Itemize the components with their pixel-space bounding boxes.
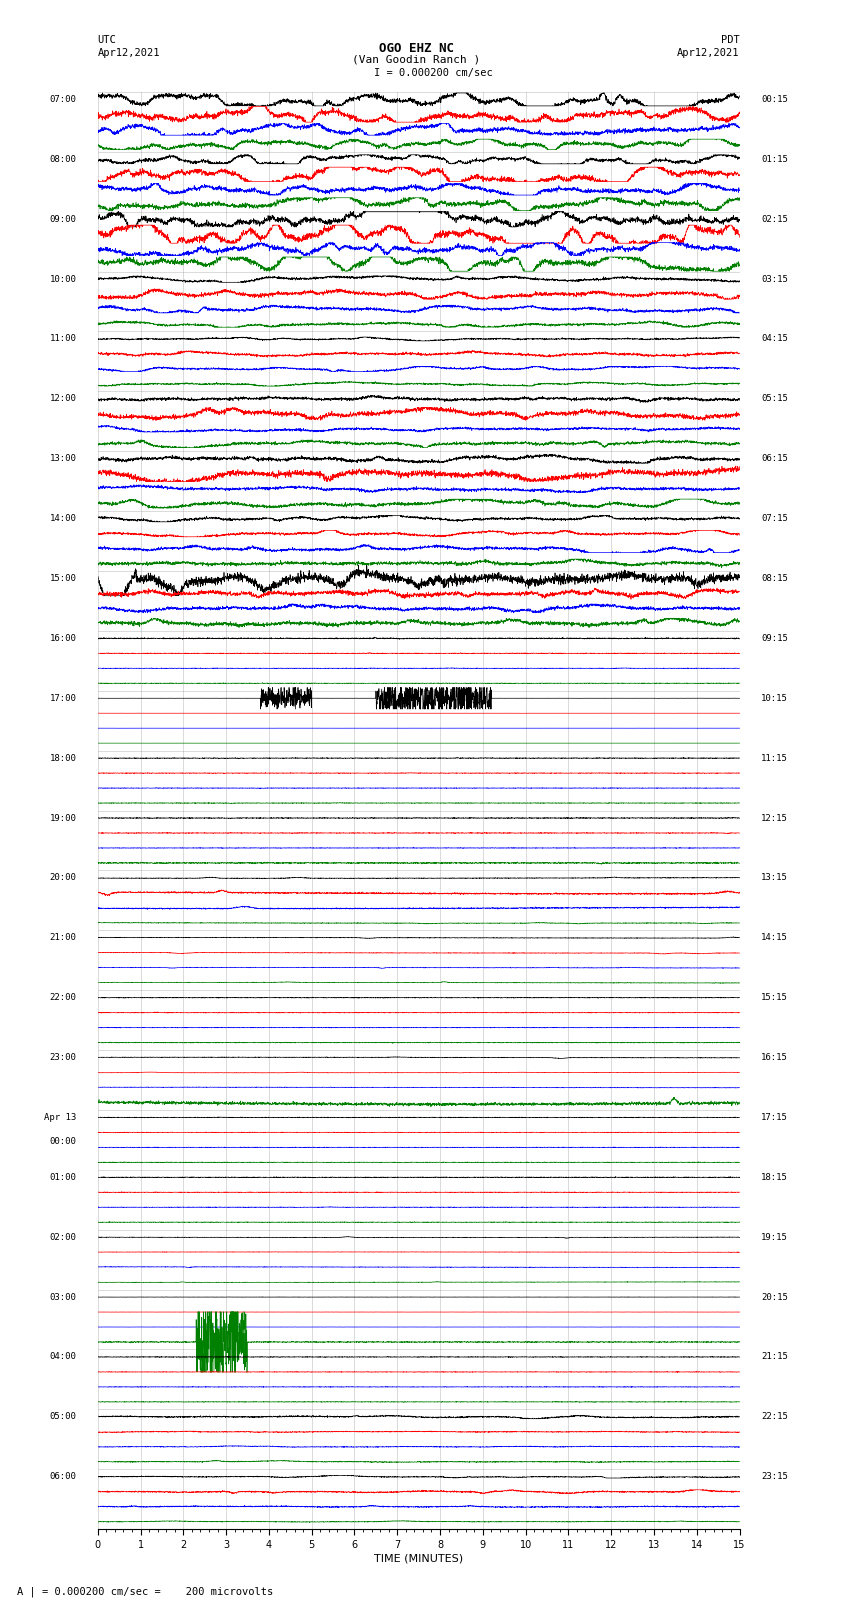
Text: 04:15: 04:15	[761, 334, 788, 344]
Text: 11:15: 11:15	[761, 753, 788, 763]
Text: UTC: UTC	[98, 35, 116, 45]
Text: 08:15: 08:15	[761, 574, 788, 582]
Text: 10:15: 10:15	[761, 694, 788, 703]
Text: PDT: PDT	[721, 35, 740, 45]
Text: 00:15: 00:15	[761, 95, 788, 103]
Text: A | = 0.000200 cm/sec =    200 microvolts: A | = 0.000200 cm/sec = 200 microvolts	[17, 1586, 273, 1597]
Text: 03:00: 03:00	[49, 1292, 76, 1302]
Text: 18:00: 18:00	[49, 753, 76, 763]
Text: 19:15: 19:15	[761, 1232, 788, 1242]
Text: 01:15: 01:15	[761, 155, 788, 165]
Text: 20:15: 20:15	[761, 1292, 788, 1302]
Text: 09:00: 09:00	[49, 215, 76, 224]
Text: 21:15: 21:15	[761, 1352, 788, 1361]
Text: 22:15: 22:15	[761, 1413, 788, 1421]
Text: 00:00: 00:00	[49, 1137, 76, 1145]
Text: 14:15: 14:15	[761, 934, 788, 942]
Text: 07:15: 07:15	[761, 515, 788, 523]
Text: 22:00: 22:00	[49, 994, 76, 1002]
Text: 07:00: 07:00	[49, 95, 76, 103]
Text: 15:15: 15:15	[761, 994, 788, 1002]
Text: 13:15: 13:15	[761, 873, 788, 882]
Text: Apr 13: Apr 13	[44, 1113, 76, 1123]
Text: 01:00: 01:00	[49, 1173, 76, 1182]
Text: (Van Goodin Ranch ): (Van Goodin Ranch )	[353, 55, 480, 65]
Text: 18:15: 18:15	[761, 1173, 788, 1182]
Text: 10:00: 10:00	[49, 274, 76, 284]
Text: 16:00: 16:00	[49, 634, 76, 644]
Text: 02:00: 02:00	[49, 1232, 76, 1242]
Text: 06:00: 06:00	[49, 1473, 76, 1481]
X-axis label: TIME (MINUTES): TIME (MINUTES)	[374, 1553, 463, 1563]
Text: 09:15: 09:15	[761, 634, 788, 644]
Text: 03:15: 03:15	[761, 274, 788, 284]
Text: Apr12,2021: Apr12,2021	[677, 48, 740, 58]
Text: 05:00: 05:00	[49, 1413, 76, 1421]
Text: 05:15: 05:15	[761, 394, 788, 403]
Text: 23:15: 23:15	[761, 1473, 788, 1481]
Text: 14:00: 14:00	[49, 515, 76, 523]
Text: OGO EHZ NC: OGO EHZ NC	[379, 42, 454, 55]
Text: 04:00: 04:00	[49, 1352, 76, 1361]
Text: 13:00: 13:00	[49, 455, 76, 463]
Text: Apr12,2021: Apr12,2021	[98, 48, 161, 58]
Text: 21:00: 21:00	[49, 934, 76, 942]
Text: 12:00: 12:00	[49, 394, 76, 403]
Text: 06:15: 06:15	[761, 455, 788, 463]
Text: 17:00: 17:00	[49, 694, 76, 703]
Text: 19:00: 19:00	[49, 813, 76, 823]
Text: I = 0.000200 cm/sec: I = 0.000200 cm/sec	[374, 68, 493, 77]
Text: 23:00: 23:00	[49, 1053, 76, 1061]
Text: 02:15: 02:15	[761, 215, 788, 224]
Text: 17:15: 17:15	[761, 1113, 788, 1123]
Text: 08:00: 08:00	[49, 155, 76, 165]
Text: 16:15: 16:15	[761, 1053, 788, 1061]
Text: 12:15: 12:15	[761, 813, 788, 823]
Text: 11:00: 11:00	[49, 334, 76, 344]
Text: 15:00: 15:00	[49, 574, 76, 582]
Text: 20:00: 20:00	[49, 873, 76, 882]
